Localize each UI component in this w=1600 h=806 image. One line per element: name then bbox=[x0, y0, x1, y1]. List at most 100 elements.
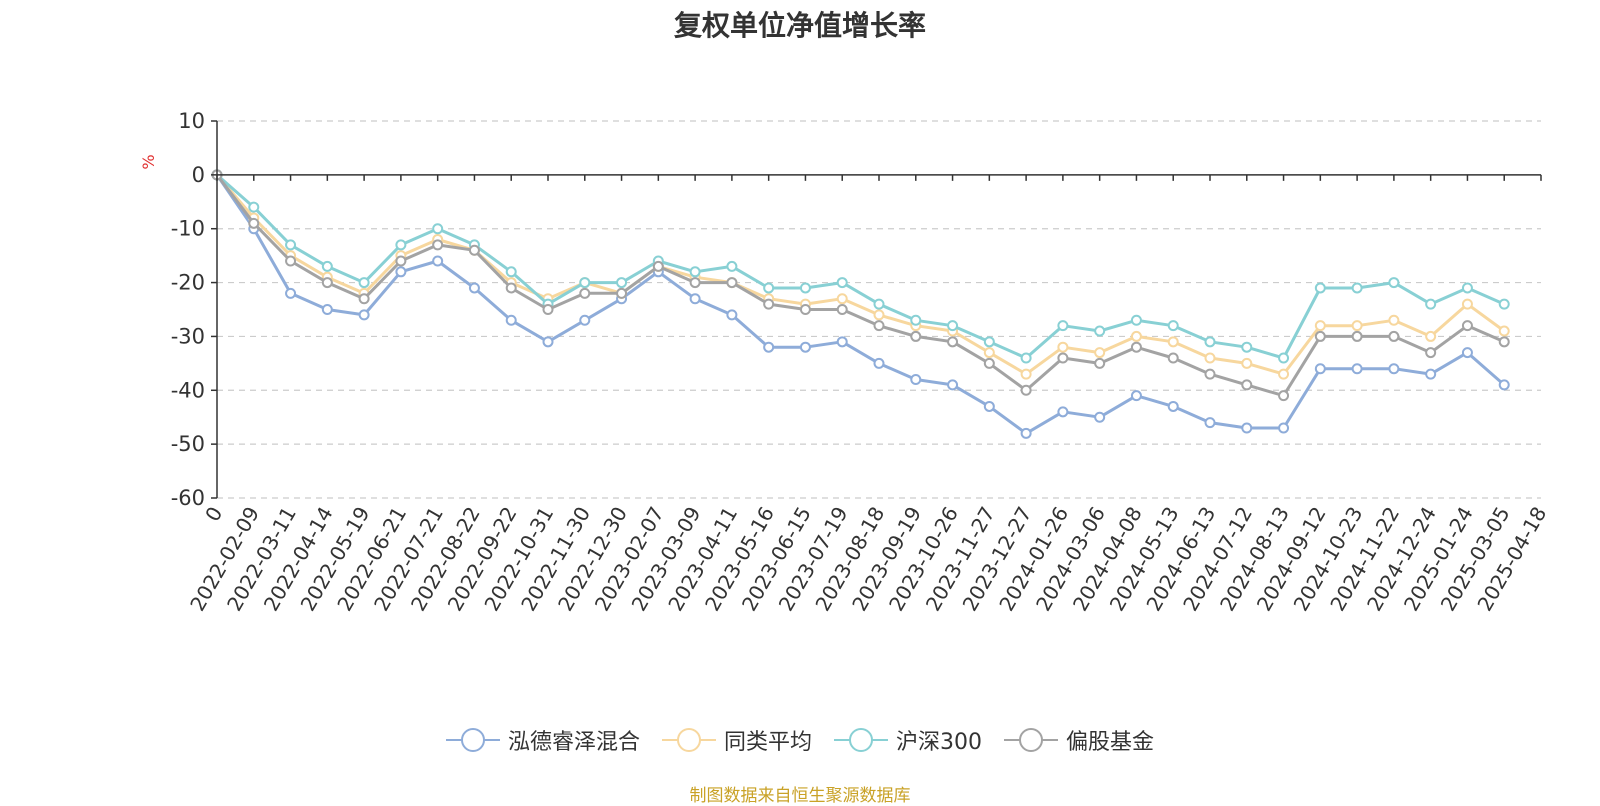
series-line-0 bbox=[215, 174, 1506, 435]
series-3-point-26 bbox=[1167, 352, 1179, 364]
x-tick-label-0: 0 bbox=[200, 503, 227, 526]
series-3-point-3 bbox=[321, 277, 333, 289]
series-2-point-27 bbox=[1204, 336, 1216, 348]
series-1-point-17 bbox=[836, 293, 848, 305]
series-1-point-22 bbox=[1020, 368, 1032, 380]
series-0-point-24 bbox=[1094, 411, 1106, 423]
series-2-point-22 bbox=[1020, 352, 1032, 364]
series-3-point-7 bbox=[468, 244, 480, 256]
series-3-point-19 bbox=[910, 330, 922, 342]
legend-item-1[interactable]: 同类平均 bbox=[661, 724, 812, 756]
series-2-point-34 bbox=[1461, 282, 1473, 294]
y-tick-label-0: 10 bbox=[178, 109, 205, 133]
series-3-point-14 bbox=[726, 277, 738, 289]
y-tick-label-4: -30 bbox=[171, 324, 205, 348]
series-3-point-4 bbox=[358, 293, 370, 305]
series-0-point-14 bbox=[726, 309, 738, 321]
series-0-point-10 bbox=[579, 314, 591, 326]
series-2-point-3 bbox=[321, 260, 333, 272]
legend-item-0[interactable]: 泓德睿泽混合 bbox=[445, 724, 640, 756]
series-0-point-6 bbox=[432, 255, 444, 267]
series-line-1 bbox=[215, 173, 1506, 376]
legend-item-3[interactable]: 偏股基金 bbox=[1004, 724, 1154, 756]
series-0-point-3 bbox=[321, 304, 333, 315]
series-2-point-21 bbox=[983, 336, 995, 348]
y-tick-label-2: -10 bbox=[171, 217, 205, 241]
series-2 bbox=[211, 169, 1510, 364]
series-0-point-8 bbox=[505, 314, 517, 326]
series-0-point-13 bbox=[689, 293, 701, 305]
series-1-point-30 bbox=[1314, 320, 1326, 332]
series-3-point-2 bbox=[285, 255, 297, 267]
y-tick-label-7: -60 bbox=[171, 486, 205, 510]
series-2-point-6 bbox=[432, 223, 444, 235]
series-0-point-26 bbox=[1167, 400, 1179, 412]
series-0-point-22 bbox=[1020, 427, 1032, 439]
series-0-point-25 bbox=[1130, 390, 1142, 402]
legend-swatch-1 bbox=[661, 728, 716, 752]
legend-swatch-circle-0 bbox=[460, 728, 485, 752]
series-0-point-29 bbox=[1278, 422, 1290, 434]
series-3-point-6 bbox=[432, 239, 444, 251]
series-3-point-22 bbox=[1020, 384, 1032, 396]
series-3-point-15 bbox=[763, 298, 775, 310]
y-tick-label-5: -40 bbox=[171, 378, 205, 402]
series-0-point-5 bbox=[395, 266, 407, 278]
series-3-point-24 bbox=[1094, 357, 1106, 369]
series-1-point-31 bbox=[1351, 320, 1363, 332]
y-tick-label-1: 0 bbox=[192, 163, 205, 187]
series-0-point-31 bbox=[1351, 363, 1363, 375]
legend-item-2[interactable]: 沪深300 bbox=[834, 724, 982, 756]
series-2-point-23 bbox=[1057, 320, 1069, 332]
series-2-point-20 bbox=[947, 320, 959, 332]
series-3-point-5 bbox=[395, 255, 407, 267]
legend-label-1: 同类平均 bbox=[723, 730, 812, 755]
legend-swatch-circle-1 bbox=[676, 728, 701, 752]
series-3-point-10 bbox=[579, 287, 591, 299]
series-2-point-5 bbox=[395, 239, 407, 251]
series-0-point-4 bbox=[358, 309, 370, 321]
legend-label-0: 泓德睿泽混合 bbox=[507, 730, 640, 755]
series-0-point-7 bbox=[468, 282, 480, 294]
series-2-point-28 bbox=[1241, 341, 1253, 353]
series-3-point-16 bbox=[799, 304, 811, 315]
series-2-point-2 bbox=[285, 239, 297, 251]
series-3-point-11 bbox=[616, 287, 628, 299]
series-0-point-2 bbox=[285, 287, 297, 299]
series-0-point-15 bbox=[763, 341, 775, 353]
legend: 泓德睿泽混合 同类平均 沪深300 偏股基金 bbox=[0, 722, 1600, 758]
series-1-point-32 bbox=[1388, 314, 1400, 326]
series-3-point-31 bbox=[1351, 330, 1363, 342]
series-1-point-24 bbox=[1094, 347, 1106, 359]
legend-swatch-circle-2 bbox=[849, 728, 873, 752]
series-3 bbox=[211, 169, 1510, 402]
series-line-2 bbox=[216, 173, 1505, 360]
series-0-point-17 bbox=[836, 336, 848, 348]
axes: 100-10-20-30-40-50-6002022-02-092022-03-… bbox=[171, 109, 1552, 615]
series-3-point-9 bbox=[542, 304, 554, 315]
series-3-point-20 bbox=[947, 336, 959, 348]
chart-title: 复权单位净值增长率 bbox=[673, 9, 926, 42]
legend-label-3: 偏股基金 bbox=[1066, 730, 1155, 755]
series-0-point-21 bbox=[983, 400, 995, 412]
series-1-point-25 bbox=[1130, 330, 1142, 342]
legend-swatch-circle-3 bbox=[1019, 728, 1043, 752]
series-1-point-21 bbox=[983, 347, 995, 359]
series-0-point-9 bbox=[542, 336, 554, 348]
series-0-point-27 bbox=[1204, 417, 1216, 429]
legend-label-2: 沪深300 bbox=[896, 730, 982, 755]
series-2-point-30 bbox=[1314, 282, 1326, 294]
series-2-point-29 bbox=[1278, 352, 1290, 364]
series-1-point-35 bbox=[1498, 325, 1510, 337]
series-2-point-19 bbox=[910, 314, 922, 326]
series-3-point-29 bbox=[1278, 390, 1290, 402]
series-0-point-28 bbox=[1241, 422, 1253, 434]
series-3-point-35 bbox=[1498, 336, 1510, 348]
series-1-point-29 bbox=[1278, 368, 1290, 380]
series-1-point-27 bbox=[1204, 352, 1216, 364]
series-1-point-33 bbox=[1425, 330, 1437, 342]
series-2-point-8 bbox=[505, 266, 517, 278]
series-3-point-34 bbox=[1461, 320, 1473, 332]
series-2-point-25 bbox=[1130, 314, 1142, 326]
series-0-point-30 bbox=[1314, 363, 1326, 375]
